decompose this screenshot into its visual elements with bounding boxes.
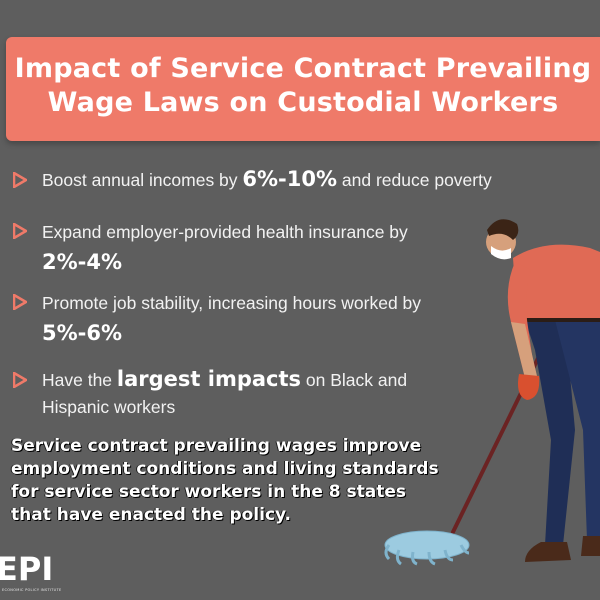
bullet-text-after: on Black and Hispanic workers bbox=[42, 370, 408, 417]
summary-line-2: employment conditions and living standar… bbox=[11, 459, 439, 479]
epi-logo: EPI ECONOMIC POLICY INSTITUTE bbox=[0, 550, 62, 598]
summary-line-1: Service contract prevailing wages improv… bbox=[11, 436, 422, 456]
arrow-right-icon bbox=[13, 223, 27, 239]
bullet-text-before: Promote job stability, increasing hours … bbox=[42, 293, 422, 313]
bullet-text-after: and reduce poverty bbox=[337, 170, 492, 190]
title-banner: Impact of Service Contract Prevailing Wa… bbox=[6, 37, 600, 141]
bullet-text: Boost annual incomes by 6%-10% and reduc… bbox=[42, 166, 562, 194]
bullet-text-before: Expand employer-provided health insuranc… bbox=[42, 222, 408, 242]
bullet-text: Have the largest impacts on Black and Hi… bbox=[42, 366, 442, 421]
bullet-highlight: 2%-4% bbox=[42, 250, 123, 274]
bullet-text: Promote job stability, increasing hours … bbox=[42, 288, 492, 349]
logo-subtext: ECONOMIC POLICY INSTITUTE bbox=[2, 588, 62, 592]
arrow-right-icon bbox=[13, 294, 27, 310]
bullet-highlight: largest impacts bbox=[116, 367, 302, 391]
title-line-1: Impact of Service Contract Prevailing bbox=[14, 53, 592, 84]
bullet-text-before: Boost annual incomes by bbox=[42, 170, 243, 190]
bullet-text-before: Have the bbox=[42, 370, 117, 390]
custodial-worker-illustration bbox=[384, 219, 600, 566]
mop-head bbox=[384, 530, 470, 566]
page-title: Impact of Service Contract Prevailing Wa… bbox=[6, 52, 600, 120]
arrow-right-icon bbox=[13, 172, 27, 188]
summary-line-3: for service sector workers in the 8 stat… bbox=[11, 482, 407, 502]
logo-text: EPI bbox=[0, 550, 54, 588]
bullet-highlight: 5%-6% bbox=[42, 321, 123, 345]
arrow-right-icon bbox=[13, 372, 27, 388]
title-line-2: Wage Laws on Custodial Workers bbox=[47, 87, 559, 118]
summary-text: Service contract prevailing wages improv… bbox=[11, 435, 471, 527]
summary-line-4: that have enacted the policy. bbox=[11, 505, 292, 525]
bullet-highlight: 6%-10% bbox=[242, 167, 338, 191]
bullet-text: Expand employer-provided health insuranc… bbox=[42, 217, 482, 278]
